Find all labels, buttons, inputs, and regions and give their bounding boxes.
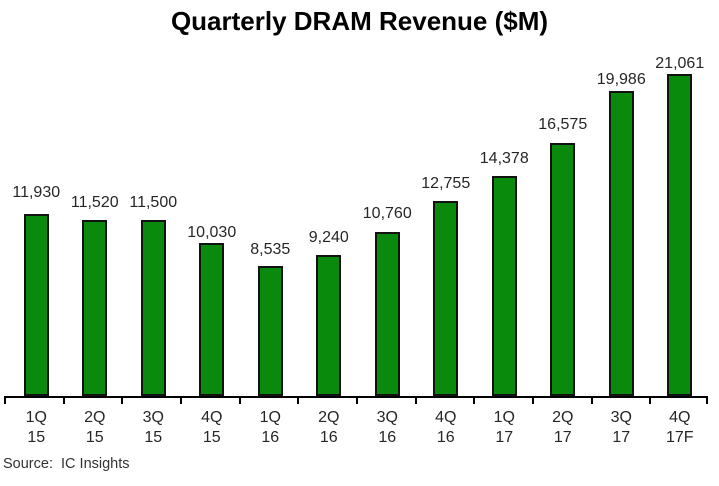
x-axis-label: 2Q 16 <box>300 408 359 448</box>
bar-value-label: 19,986 <box>596 71 646 88</box>
bar-value-label: 10,030 <box>187 224 237 241</box>
bar-value-label: 10,760 <box>362 205 412 222</box>
year-label: 17 <box>553 429 572 446</box>
bar-value-label: 8,535 <box>250 241 291 258</box>
x-axis-label: 3Q 15 <box>124 408 183 448</box>
axis-tick <box>356 398 358 404</box>
quarter-label: 4Q <box>435 409 457 426</box>
year-label: 15 <box>202 429 221 446</box>
bar-value-label: 9,240 <box>308 229 349 246</box>
year-label: 15 <box>85 429 104 446</box>
year-label: 15 <box>27 429 46 446</box>
quarter-label: 1Q <box>25 409 47 426</box>
x-axis-labels: 1Q 15 2Q 15 3Q 15 4Q 15 1Q 16 2Q 16 3Q 16 4Q 16 1Q 17 2Q 17… <box>7 408 709 448</box>
bar <box>491 176 517 396</box>
bar-group: 8,535 <box>241 0 300 396</box>
chart-title: Quarterly DRAM Revenue ($M) <box>170 6 549 36</box>
bar <box>199 243 225 396</box>
x-axis-label: 3Q 16 <box>358 408 417 448</box>
quarter-label: 3Q <box>610 409 632 426</box>
year-label: 16 <box>261 429 280 446</box>
bar-group: 12,755 <box>417 0 476 396</box>
axis-tick <box>532 398 534 404</box>
bar <box>433 201 459 396</box>
quarter-label: 2Q <box>318 409 340 426</box>
bar-value-label: 11,930 <box>12 184 61 201</box>
axis-tick <box>297 398 300 404</box>
quarter-label: 4Q <box>201 409 223 426</box>
quarter-label: 1Q <box>259 409 281 426</box>
x-axis-label: 4Q 16 <box>417 408 476 448</box>
bar-group: 21,061 <box>651 0 710 396</box>
bar-value-label: 21,061 <box>655 55 705 72</box>
year-label: 17F <box>665 429 694 446</box>
year-label: 16 <box>319 429 338 446</box>
axis-tick <box>62 398 65 404</box>
bar-value-label: 14,378 <box>479 150 529 167</box>
plot-area: 11,930 11,520 11,500 10,030 8,535 9,240 10,760… <box>7 0 709 396</box>
axis-tick <box>121 398 124 404</box>
bar-group: 11,520 <box>66 0 125 396</box>
bar-group: 19,986 <box>592 0 651 396</box>
quarter-label: 3Q <box>376 409 398 426</box>
bar <box>140 220 166 396</box>
x-axis-label: 3Q 17 <box>592 408 651 448</box>
bar <box>23 214 49 396</box>
bar-value-label: 11,500 <box>129 194 178 211</box>
x-axis-label: 1Q 17 <box>475 408 534 448</box>
bar <box>667 74 693 396</box>
axis-tick <box>180 398 182 404</box>
bar-value-label: 12,755 <box>421 175 471 192</box>
bar <box>257 266 283 396</box>
bar <box>316 255 342 396</box>
year-label: 15 <box>144 429 163 446</box>
x-axis-label: 1Q 16 <box>241 408 300 448</box>
bar <box>608 91 634 396</box>
bar-value-label: 16,575 <box>538 116 588 133</box>
axis-tick <box>473 398 476 404</box>
axis-tick <box>649 398 652 404</box>
bar-group: 11,930 <box>7 0 66 396</box>
bar-group: 14,378 <box>475 0 534 396</box>
x-axis-line <box>4 396 708 398</box>
bar-value-label: 11,520 <box>70 194 119 211</box>
axis-tick <box>4 398 6 404</box>
bar-group: 10,760 <box>358 0 417 396</box>
x-axis-label: 1Q 15 <box>7 408 66 448</box>
year-label: 17 <box>495 429 514 446</box>
bar <box>374 232 400 396</box>
axis-tick <box>706 398 708 404</box>
bar <box>550 143 576 396</box>
x-axis-label: 2Q 15 <box>66 408 125 448</box>
bar-group: 11,500 <box>124 0 183 396</box>
x-axis-label: 4Q 17F <box>651 408 710 448</box>
year-label: 16 <box>378 429 397 446</box>
bar-group: 9,240 <box>300 0 359 396</box>
quarter-label: 2Q <box>84 409 106 426</box>
bar-group: 10,030 <box>183 0 242 396</box>
x-axis-label: 4Q 15 <box>183 408 242 448</box>
quarter-label: 3Q <box>142 409 164 426</box>
axis-tick <box>238 398 241 404</box>
quarter-label: 4Q <box>669 409 691 426</box>
x-axis-label: 2Q 17 <box>534 408 593 448</box>
source-note: Source: IC Insights <box>3 456 130 472</box>
axis-tick <box>414 398 417 404</box>
quarter-label: 2Q <box>552 409 574 426</box>
bar <box>82 220 108 396</box>
axis-tick <box>590 398 593 404</box>
year-label: 17 <box>612 429 631 446</box>
bar-group: 16,575 <box>534 0 593 396</box>
year-label: 16 <box>436 429 455 446</box>
quarter-label: 1Q <box>493 409 515 426</box>
